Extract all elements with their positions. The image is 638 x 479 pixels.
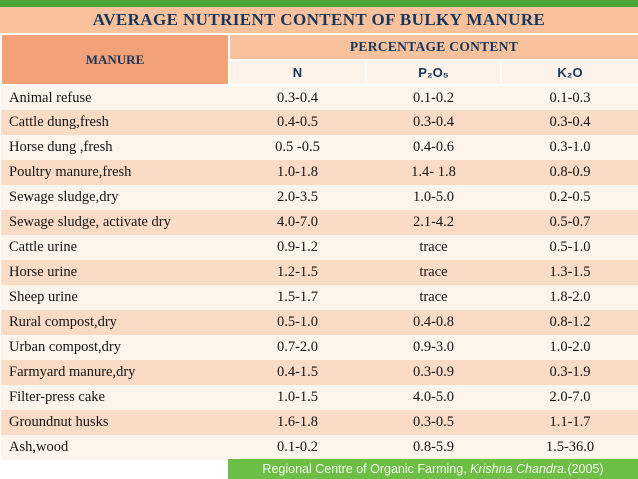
table-row: Sewage sludge,dry 2.0-3.5 1.0-5.0 0.2-0.…	[1, 185, 638, 210]
citation-text: Regional Centre of Organic Farming,	[262, 462, 471, 476]
col-header-p2o5: P₂O₅	[365, 59, 502, 86]
manure-name: Sheep urine	[9, 289, 78, 305]
table-row: Rural compost,dry 0.5-1.0 0.4-0.8 0.8-1.…	[1, 310, 638, 335]
k2o-value: 0.8-1.2	[549, 314, 591, 330]
k2o-value: 1.8-2.0	[549, 289, 591, 305]
p2o5-value: 0.1-0.2	[412, 89, 455, 106]
manure-name: Farmyard manure,dry	[9, 364, 136, 380]
p2o5-value: trace	[419, 239, 448, 255]
k2o-value: 0.1-0.3	[549, 89, 591, 106]
manure-name: Ash,wood	[9, 439, 69, 455]
table-header: MANURE PERCENTAGE CONTENT N P₂O₅ K₂O	[0, 33, 638, 86]
p2o5-value: 2.1-4.2	[412, 214, 455, 230]
k2o-value: 0.8-0.9	[549, 164, 591, 180]
table-row: Filter-press cake 1.0-1.5 4.0-5.0 2.0-7.…	[1, 385, 638, 410]
manure-name: Cattle dung,fresh	[9, 114, 109, 130]
manure-column-header: MANURE	[0, 33, 230, 86]
manure-name: Filter-press cake	[9, 389, 105, 405]
k2o-value: 0.3-1.0	[549, 139, 591, 155]
manure-name: Cattle urine	[9, 239, 78, 255]
manure-name: Groundnut husks	[9, 414, 109, 430]
table-row: Sheep urine 1.5-1.7 trace 1.8-2.0	[1, 285, 638, 310]
p2o5-value: 1.0-5.0	[412, 189, 455, 205]
n-value: 1.0-1.8	[276, 164, 319, 180]
k2o-value: 1.3-1.5	[549, 264, 591, 280]
p2o5-value: trace	[419, 264, 448, 280]
p2o5-value: 0.3-0.9	[412, 364, 455, 380]
citation-author: Krishna Chandra.	[470, 462, 568, 476]
table-row: Horse urine 1.2-1.5 trace 1.3-1.5	[1, 260, 638, 285]
k2o-value: 0.2-0.5	[549, 189, 591, 205]
n-value: 0.1-0.2	[276, 439, 319, 455]
table-row: Cattle dung,fresh 0.4-0.5 0.3-0.4 0.3-0.…	[1, 110, 638, 135]
p2o5-value: 0.3-0.5	[412, 414, 455, 430]
n-value: 0.4-1.5	[276, 364, 319, 380]
top-green-strip	[0, 0, 638, 7]
page-title: AVERAGE NUTRIENT CONTENT OF BULKY MANURE	[0, 7, 638, 33]
table-row: Cattle urine 0.9-1.2 trace 0.5-1.0	[1, 235, 638, 260]
n-value: 0.5-1.0	[276, 314, 319, 330]
table-row: Poultry manure,fresh 1.0-1.8 1.4- 1.8 0.…	[1, 160, 638, 185]
manure-name: Sewage sludge,dry	[9, 189, 119, 205]
table-row: Horse dung ,fresh 0.5 -0.5 0.4-0.6 0.3-1…	[1, 135, 638, 160]
col-header-k2o: K₂O	[500, 59, 638, 86]
table-row: Ash,wood 0.1-0.2 0.8-5.9 1.5-36.0	[1, 435, 638, 460]
k2o-value: 2.0-7.0	[549, 389, 591, 405]
table-row: Animal refuse 0.3-0.4 0.1-0.2 0.1-0.3	[1, 85, 638, 110]
k2o-value: 0.5-0.7	[549, 214, 591, 230]
p2o5-value: 1.4- 1.8	[411, 164, 456, 180]
manure-name: Animal refuse	[9, 89, 92, 106]
p2o5-value: 0.3-0.4	[412, 114, 455, 130]
p2o5-value: 0.9-3.0	[412, 339, 455, 355]
n-value: 1.2-1.5	[276, 264, 319, 280]
n-value: 1.0-1.5	[276, 389, 319, 405]
citation-year: (2005)	[567, 462, 604, 476]
p2o5-value: 4.0-5.0	[412, 389, 455, 405]
n-value: 0.9-1.2	[276, 239, 319, 255]
manure-name: Poultry manure,fresh	[9, 164, 132, 180]
n-value: 2.0-3.5	[276, 189, 319, 205]
n-value: 0.3-0.4	[276, 89, 319, 106]
nutrient-table: MANURE PERCENTAGE CONTENT N P₂O₅ K₂O Ani…	[0, 33, 638, 460]
manure-name: Horse dung ,fresh	[9, 139, 113, 155]
col-header-n: N	[228, 59, 367, 86]
k2o-value: 1.1-1.7	[549, 414, 591, 430]
n-value: 1.5-1.7	[276, 289, 319, 305]
k2o-value: 1.0-2.0	[549, 339, 591, 355]
k2o-value: 0.3-1.9	[549, 364, 591, 380]
manure-name: Sewage sludge, activate dry	[9, 214, 171, 230]
n-value: 0.5 -0.5	[275, 139, 320, 155]
k2o-value: 1.5-36.0	[545, 439, 595, 455]
table-row: Farmyard manure,dry 0.4-1.5 0.3-0.9 0.3-…	[1, 360, 638, 385]
n-value: 4.0-7.0	[276, 214, 319, 230]
table-row: Urban compost,dry 0.7-2.0 0.9-3.0 1.0-2.…	[1, 335, 638, 360]
n-value: 0.7-2.0	[276, 339, 319, 355]
table-row: Sewage sludge, activate dry 4.0-7.0 2.1-…	[1, 210, 638, 235]
table-body: Animal refuse 0.3-0.4 0.1-0.2 0.1-0.3 Ca…	[1, 85, 638, 460]
k2o-value: 0.3-0.4	[549, 114, 591, 130]
k2o-value: 0.5-1.0	[549, 239, 591, 255]
n-value: 0.4-0.5	[276, 114, 319, 130]
p2o5-value: 0.4-0.8	[412, 314, 455, 330]
p2o5-value: 0.8-5.9	[412, 439, 455, 455]
source-citation-bar: Regional Centre of Organic Farming, Kris…	[228, 459, 638, 479]
manure-name: Rural compost,dry	[9, 314, 117, 330]
p2o5-value: 0.4-0.6	[412, 139, 455, 155]
table-row: Groundnut husks 1.6-1.8 0.3-0.5 1.1-1.7	[1, 410, 638, 435]
manure-name: Urban compost,dry	[9, 339, 121, 355]
n-value: 1.6-1.8	[276, 414, 319, 430]
manure-name: Horse urine	[9, 264, 78, 280]
percentage-content-header: PERCENTAGE CONTENT	[228, 33, 638, 61]
p2o5-value: trace	[419, 289, 448, 305]
